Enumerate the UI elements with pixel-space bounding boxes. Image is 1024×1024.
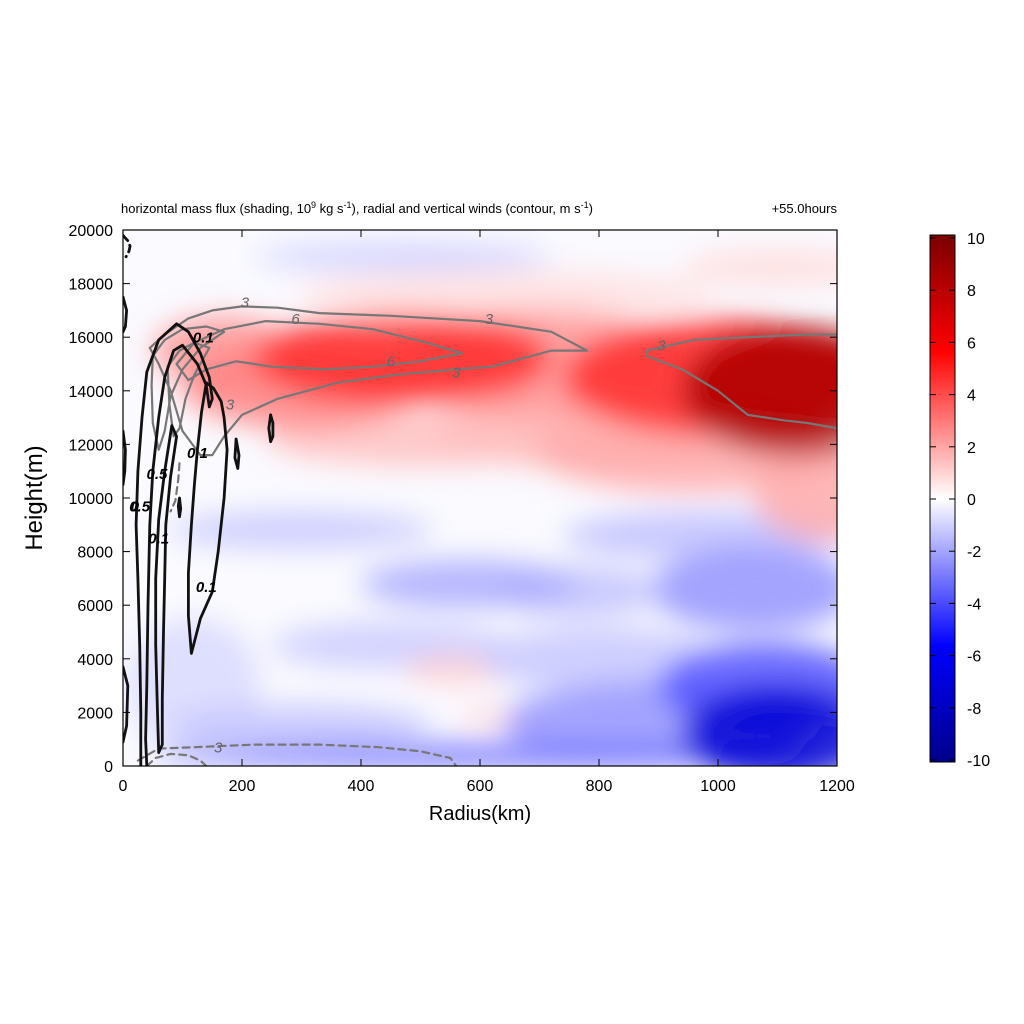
contour-label: 0.1 (193, 330, 214, 347)
y-tick-label: 0 (104, 759, 113, 776)
colorbar-tick-label: 0 (967, 492, 976, 509)
contour-grey-3-upper (148, 305, 589, 457)
x-tick-label: 200 (229, 778, 256, 795)
y-tick-label: 18000 (69, 277, 114, 294)
shading-cell (295, 270, 713, 319)
contour-label: 0 (131, 498, 140, 515)
contour-label: 3 (241, 295, 250, 312)
x-tick-label: 1000 (700, 778, 736, 795)
contour-black-left-edge-3 (123, 665, 130, 744)
colorbar-tick-label: -6 (967, 649, 981, 666)
contour-label: 6 (387, 354, 396, 371)
contour-black-0.1-inner (187, 381, 229, 655)
y-tick-label: 20000 (69, 223, 114, 240)
contour-label: 3 (214, 740, 223, 757)
contour-black-dashed-top (123, 234, 132, 259)
x-tick-label: 0 (119, 778, 128, 795)
x-tick-label: 800 (586, 778, 613, 795)
time-label: +55.0hours (772, 201, 838, 216)
y-tick-label: 12000 (69, 437, 114, 454)
contour-black-left-edge-1 (123, 295, 128, 334)
y-tick-label: 14000 (69, 384, 114, 401)
shading-cell (170, 511, 433, 549)
contour-label: 3 (452, 364, 461, 381)
contour-black-0.1-narrow (154, 424, 178, 754)
shading-cell (480, 626, 718, 691)
colorbar-tick-label: -8 (967, 701, 981, 718)
y-tick-label: 8000 (77, 545, 113, 562)
shading-cell (170, 704, 433, 748)
shading-cell (152, 743, 808, 766)
contour-label: 0.1 (148, 531, 169, 548)
x-axis-title: Radius(km) (429, 803, 531, 825)
shading-cell (253, 243, 552, 271)
y-tick-label: 6000 (77, 598, 113, 615)
colorbar-tick-label: 8 (967, 283, 976, 300)
shading-cell (753, 444, 837, 541)
contour-black-small-3 (176, 496, 183, 519)
x-tick-label: 400 (348, 778, 375, 795)
y-axis: 0 2000 4000 6000 8000 10000 12000 14000 16000 180… (69, 223, 837, 776)
shading-cell (682, 248, 837, 287)
x-tick-label: 1200 (819, 778, 855, 795)
x-tick-label: 600 (467, 778, 494, 795)
y-tick-label: 10000 (69, 491, 114, 508)
contour-label: 0.5 (146, 466, 168, 483)
colorbar-tick-label: -4 (967, 596, 981, 613)
shading-cell (361, 559, 576, 608)
chart-title: horizontal mass flux (shading, 109 kg s-… (121, 200, 593, 216)
contour-grey-6 (175, 320, 464, 382)
contour-black-left-edge-2 (123, 429, 127, 486)
shading-cell (652, 546, 837, 632)
contour-grey-inner-2 (166, 341, 211, 438)
colorbar-tick-label: 6 (967, 335, 976, 352)
contour-grey-dashed-bottom (136, 743, 458, 766)
y-tick-label: 4000 (77, 652, 113, 669)
colorbar-tick-label: 2 (967, 440, 976, 457)
shading-cell (682, 685, 837, 766)
colorbar-tick-label: -10 (967, 753, 990, 770)
colorbar: 10 8 6 4 2 0 -2 -4 -6 -8 -10 (929, 231, 990, 770)
contour-black-small-1 (267, 413, 275, 444)
contour-black-small-2 (233, 437, 241, 470)
x-axis: 0 200 400 600 800 1000 1200 (119, 230, 855, 795)
contour-grey-dashed-bottom-2 (145, 752, 208, 766)
colorbar-tick-label: 4 (967, 388, 976, 405)
contour-black-0.1-outer (134, 322, 214, 766)
contour-label: 0.5 (129, 498, 151, 515)
contour-label: 3 (657, 338, 666, 355)
contour-label: 6 (291, 311, 300, 328)
shading-cell (253, 313, 552, 405)
y-tick-label: 16000 (69, 330, 114, 347)
contour-label: 0.1 (196, 579, 217, 596)
y-tick-label: 2000 (77, 705, 113, 722)
contour-layer (123, 234, 837, 766)
contour-label: 3 (485, 311, 494, 328)
shading-layer (128, 243, 837, 766)
contour-grey-dashed-mid (169, 462, 181, 513)
contour-grey-3-right (645, 333, 837, 430)
colorbar-ticks: 10 8 6 4 2 0 -2 -4 -6 -8 -10 (930, 231, 990, 770)
y-axis-title: Height(m) (21, 445, 48, 550)
colorbar-tick-label: 10 (967, 231, 985, 248)
colorbar-tick-label: -2 (967, 544, 981, 561)
contour-label: 0.1 (187, 445, 208, 462)
contour-label: 3 (226, 397, 235, 414)
